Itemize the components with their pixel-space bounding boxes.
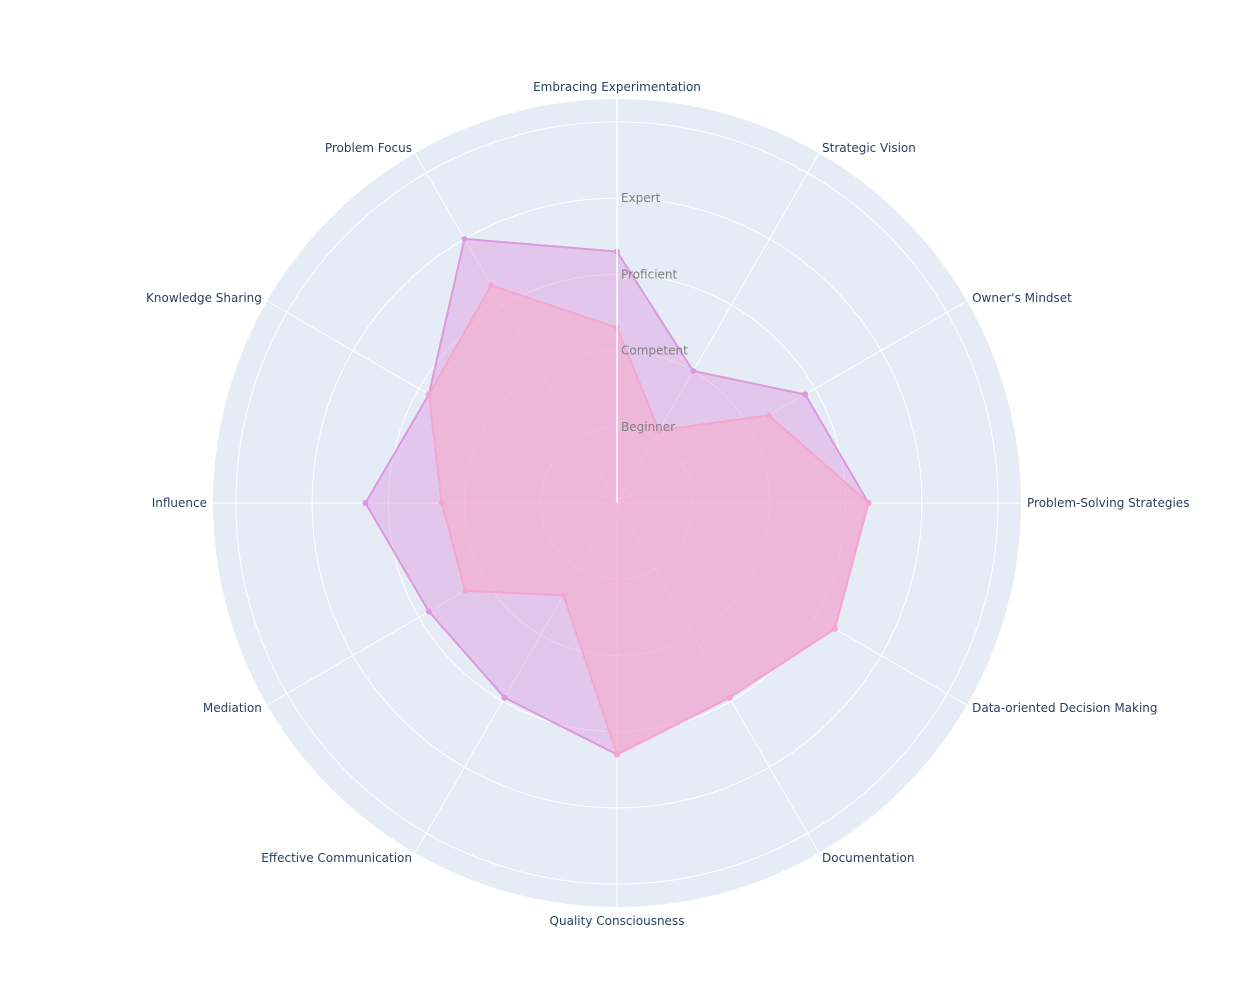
series-2-point: [438, 500, 445, 506]
series-1-point: [802, 391, 809, 398]
category-label: Embracing Experimentation: [533, 80, 701, 94]
radial-tick-label: Beginner: [621, 420, 675, 434]
radial-tick-label: Competent: [621, 344, 688, 358]
category-label: Strategic Vision: [822, 141, 916, 155]
radial-tick-labels: Beginner Competent Proficient Expert: [621, 191, 688, 434]
series-2-point: [655, 427, 662, 434]
category-label: Owner's Mindset: [972, 291, 1072, 305]
category-label: Data-oriented Decision Making: [972, 701, 1157, 715]
radial-tick-label: Proficient: [621, 267, 678, 281]
series-2-point: [462, 587, 469, 594]
series-1-point: [425, 608, 432, 615]
category-label: Problem-Solving Strategies: [1027, 496, 1189, 510]
series-1-point: [461, 235, 468, 242]
series-2-point: [831, 625, 838, 632]
category-label: Problem Focus: [325, 141, 412, 155]
series-2-point: [614, 751, 620, 758]
category-label: Knowledge Sharing: [146, 291, 262, 305]
radial-tick-label: Expert: [621, 191, 661, 205]
series-1-point: [690, 367, 697, 374]
series-2-point: [726, 694, 733, 701]
category-label: Mediation: [203, 701, 262, 715]
series-2-point: [560, 592, 567, 599]
category-labels: Embracing Experimentation Strategic Visio…: [146, 80, 1189, 928]
series-1-point: [501, 694, 508, 701]
series-2-point: [765, 412, 772, 419]
category-label: Influence: [152, 496, 207, 510]
series-2-point: [488, 282, 495, 289]
category-label: Documentation: [822, 851, 915, 865]
series-2-point: [425, 391, 432, 398]
category-label: Effective Communication: [261, 851, 412, 865]
series-1-point: [362, 500, 369, 506]
series-2-point: [865, 500, 872, 506]
category-label: Quality Consciousness: [550, 914, 685, 928]
